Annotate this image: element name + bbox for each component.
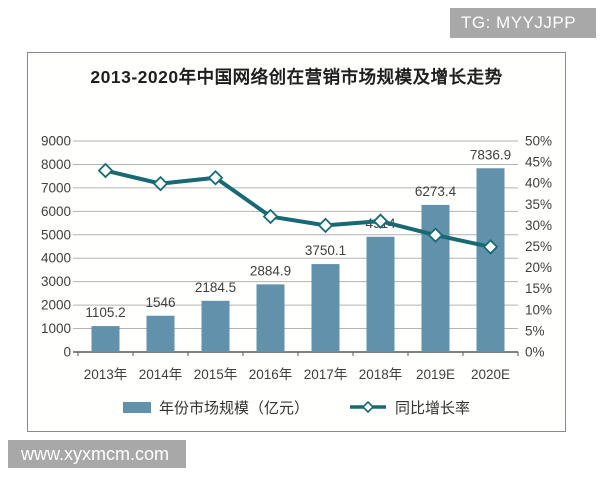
- growth-rate-line: [103, 168, 493, 249]
- right-axis-tick-label: 35%: [525, 197, 552, 212]
- growth-rate-marker-2014年: [152, 175, 169, 192]
- x-axis-category-label: 2017年: [304, 367, 348, 382]
- growth-rate-marker-2020E: [482, 239, 499, 255]
- x-axis-category-label: 2014年: [139, 367, 183, 382]
- left-axis-tick-label: 4000: [41, 251, 71, 266]
- left-axis-tick-label: 2000: [41, 298, 71, 313]
- bar-2020E: [476, 168, 505, 352]
- left-axis-tick-label: 0: [63, 345, 71, 360]
- telegram-badge-text: TG: MYYJJPP: [461, 13, 577, 32]
- bar-2017年: [311, 264, 340, 352]
- bar-2019E: [421, 204, 450, 352]
- legend-item-growth-rate: 同比增长率: [349, 397, 470, 418]
- legend-item-market-size: 年份市场规模（亿元）: [122, 397, 309, 418]
- growth-rate-marker-2017年: [317, 217, 334, 234]
- x-axis-category-label: 2019E: [416, 367, 455, 382]
- left-axis-tick-label: 9000: [41, 134, 71, 149]
- x-axis-category-label: 2013年: [84, 367, 128, 382]
- left-axis-tick-label: 8000: [41, 157, 71, 172]
- legend-label-growth-rate: 同比增长率: [395, 399, 471, 417]
- right-axis-tick-label: 50%: [525, 134, 552, 149]
- bar-value-label: 2884.9: [250, 263, 291, 278]
- left-axis-tick-label: 3000: [41, 274, 71, 289]
- right-axis-tick-label: 30%: [525, 218, 552, 233]
- chart-legend: 年份市场规模（亿元） 同比增长率: [28, 395, 565, 419]
- growth-rate-marker-2015年: [207, 169, 224, 186]
- right-axis-tick-label: 5%: [525, 323, 545, 338]
- bar-2013年: [91, 326, 120, 352]
- bar-value-label: 7836.9: [470, 147, 511, 162]
- chart-container: 2013-2020年中国网络创在营销市场规模及增长走势 0 1000 2000 300…: [27, 52, 566, 432]
- left-axis-tick-label: 1000: [41, 321, 71, 336]
- right-axis-tick-label: 25%: [525, 239, 552, 254]
- growth-rate-marker-2016年: [262, 208, 279, 225]
- right-axis-tick-label: 15%: [525, 281, 552, 296]
- watermark-badge: www.xyxmcm.com: [8, 440, 186, 468]
- bar-2018年: [366, 236, 395, 352]
- bar-value-label: 1105.2: [85, 305, 125, 320]
- growth-rate-marker-2018年: [372, 213, 389, 229]
- bar-value-label: 6273.4: [415, 184, 457, 199]
- growth-rate-marker-2019E: [427, 227, 444, 243]
- line-series-swatch: [350, 400, 386, 414]
- bar-2014年: [146, 315, 175, 352]
- bar-value-label: 3750.1: [305, 243, 346, 258]
- watermark-text: www.xyxmcm.com: [21, 444, 169, 464]
- legend-label-market-size: 年份市场规模（亿元）: [158, 399, 309, 417]
- right-axis-tick-label: 0%: [525, 345, 545, 360]
- telegram-badge: TG: MYYJJPP: [450, 8, 596, 38]
- x-axis-category-label: 2015年: [194, 367, 238, 382]
- left-axis-tick-label: 7000: [41, 180, 71, 195]
- chart-title: 2013-2020年中国网络创在营销市场规模及增长走势: [90, 67, 503, 87]
- bar-value-label: 1546: [145, 295, 175, 310]
- right-axis-tick-label: 20%: [525, 260, 552, 275]
- x-axis-category-label: 2016年: [249, 367, 293, 382]
- bar-2016年: [256, 284, 285, 352]
- right-axis-tick-label: 45%: [525, 155, 552, 170]
- bar-2015年: [201, 300, 230, 352]
- bar-value-label: 2184.5: [195, 280, 236, 295]
- bar-series-swatch: [122, 401, 151, 413]
- right-axis-tick-label: 40%: [525, 176, 552, 191]
- x-axis-category-label: 2018年: [359, 367, 403, 382]
- x-axis-category-label: 2020E: [471, 367, 510, 382]
- chart-plot-area: 0 1000 2000 3000 4000 5000 6000 7000 8000 9000 0% 5…: [41, 134, 552, 383]
- left-axis-tick-label: 6000: [41, 204, 71, 219]
- left-axis-tick-label: 5000: [41, 227, 71, 242]
- growth-rate-marker-2013年: [97, 162, 114, 179]
- right-axis-tick-label: 10%: [525, 302, 552, 317]
